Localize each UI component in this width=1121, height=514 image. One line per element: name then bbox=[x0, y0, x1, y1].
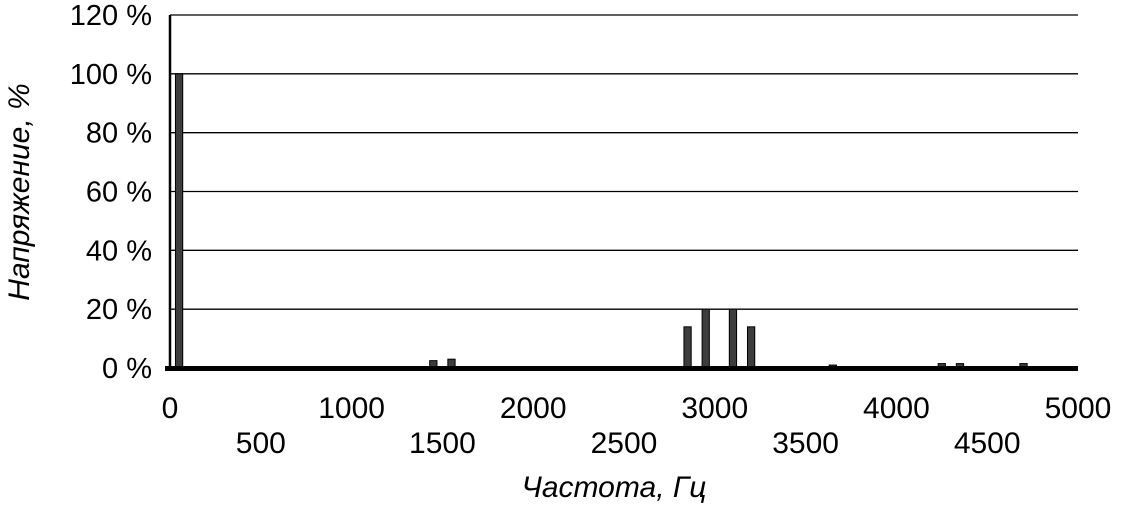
bar bbox=[746, 326, 756, 369]
x-tick-label-lower: 500 bbox=[236, 427, 286, 460]
x-tick-label-upper: 4000 bbox=[863, 392, 930, 425]
y-tick-label: 80 % bbox=[86, 118, 152, 150]
x-tick-label-upper: 2000 bbox=[500, 392, 567, 425]
x-tick-label-upper: 3000 bbox=[681, 392, 748, 425]
y-tick-label: 40 % bbox=[86, 235, 152, 267]
bar bbox=[701, 308, 710, 369]
bar bbox=[728, 308, 738, 369]
x-tick-label-lower: 3500 bbox=[772, 427, 839, 460]
y-tick-label: 0 % bbox=[102, 353, 152, 385]
x-tick-label-upper: 0 bbox=[162, 392, 179, 425]
y-tick-label: 20 % bbox=[86, 294, 152, 326]
x-tick-label-upper: 1000 bbox=[318, 392, 385, 425]
x-tick-label-lower: 4500 bbox=[954, 427, 1021, 460]
y-tick-label: 100 % bbox=[70, 59, 152, 91]
x-tick-label-upper: 5000 bbox=[1045, 392, 1112, 425]
x-tick-label-lower: 1500 bbox=[409, 427, 476, 460]
bar bbox=[174, 73, 184, 369]
y-tick-label: 120 % bbox=[70, 0, 152, 32]
y-tick-label: 60 % bbox=[86, 177, 152, 209]
x-axis-title: Частота, Гц bbox=[521, 471, 707, 504]
x-axis-line bbox=[165, 366, 1078, 371]
x-tick-label-lower: 2500 bbox=[591, 427, 658, 460]
bar bbox=[683, 326, 692, 369]
